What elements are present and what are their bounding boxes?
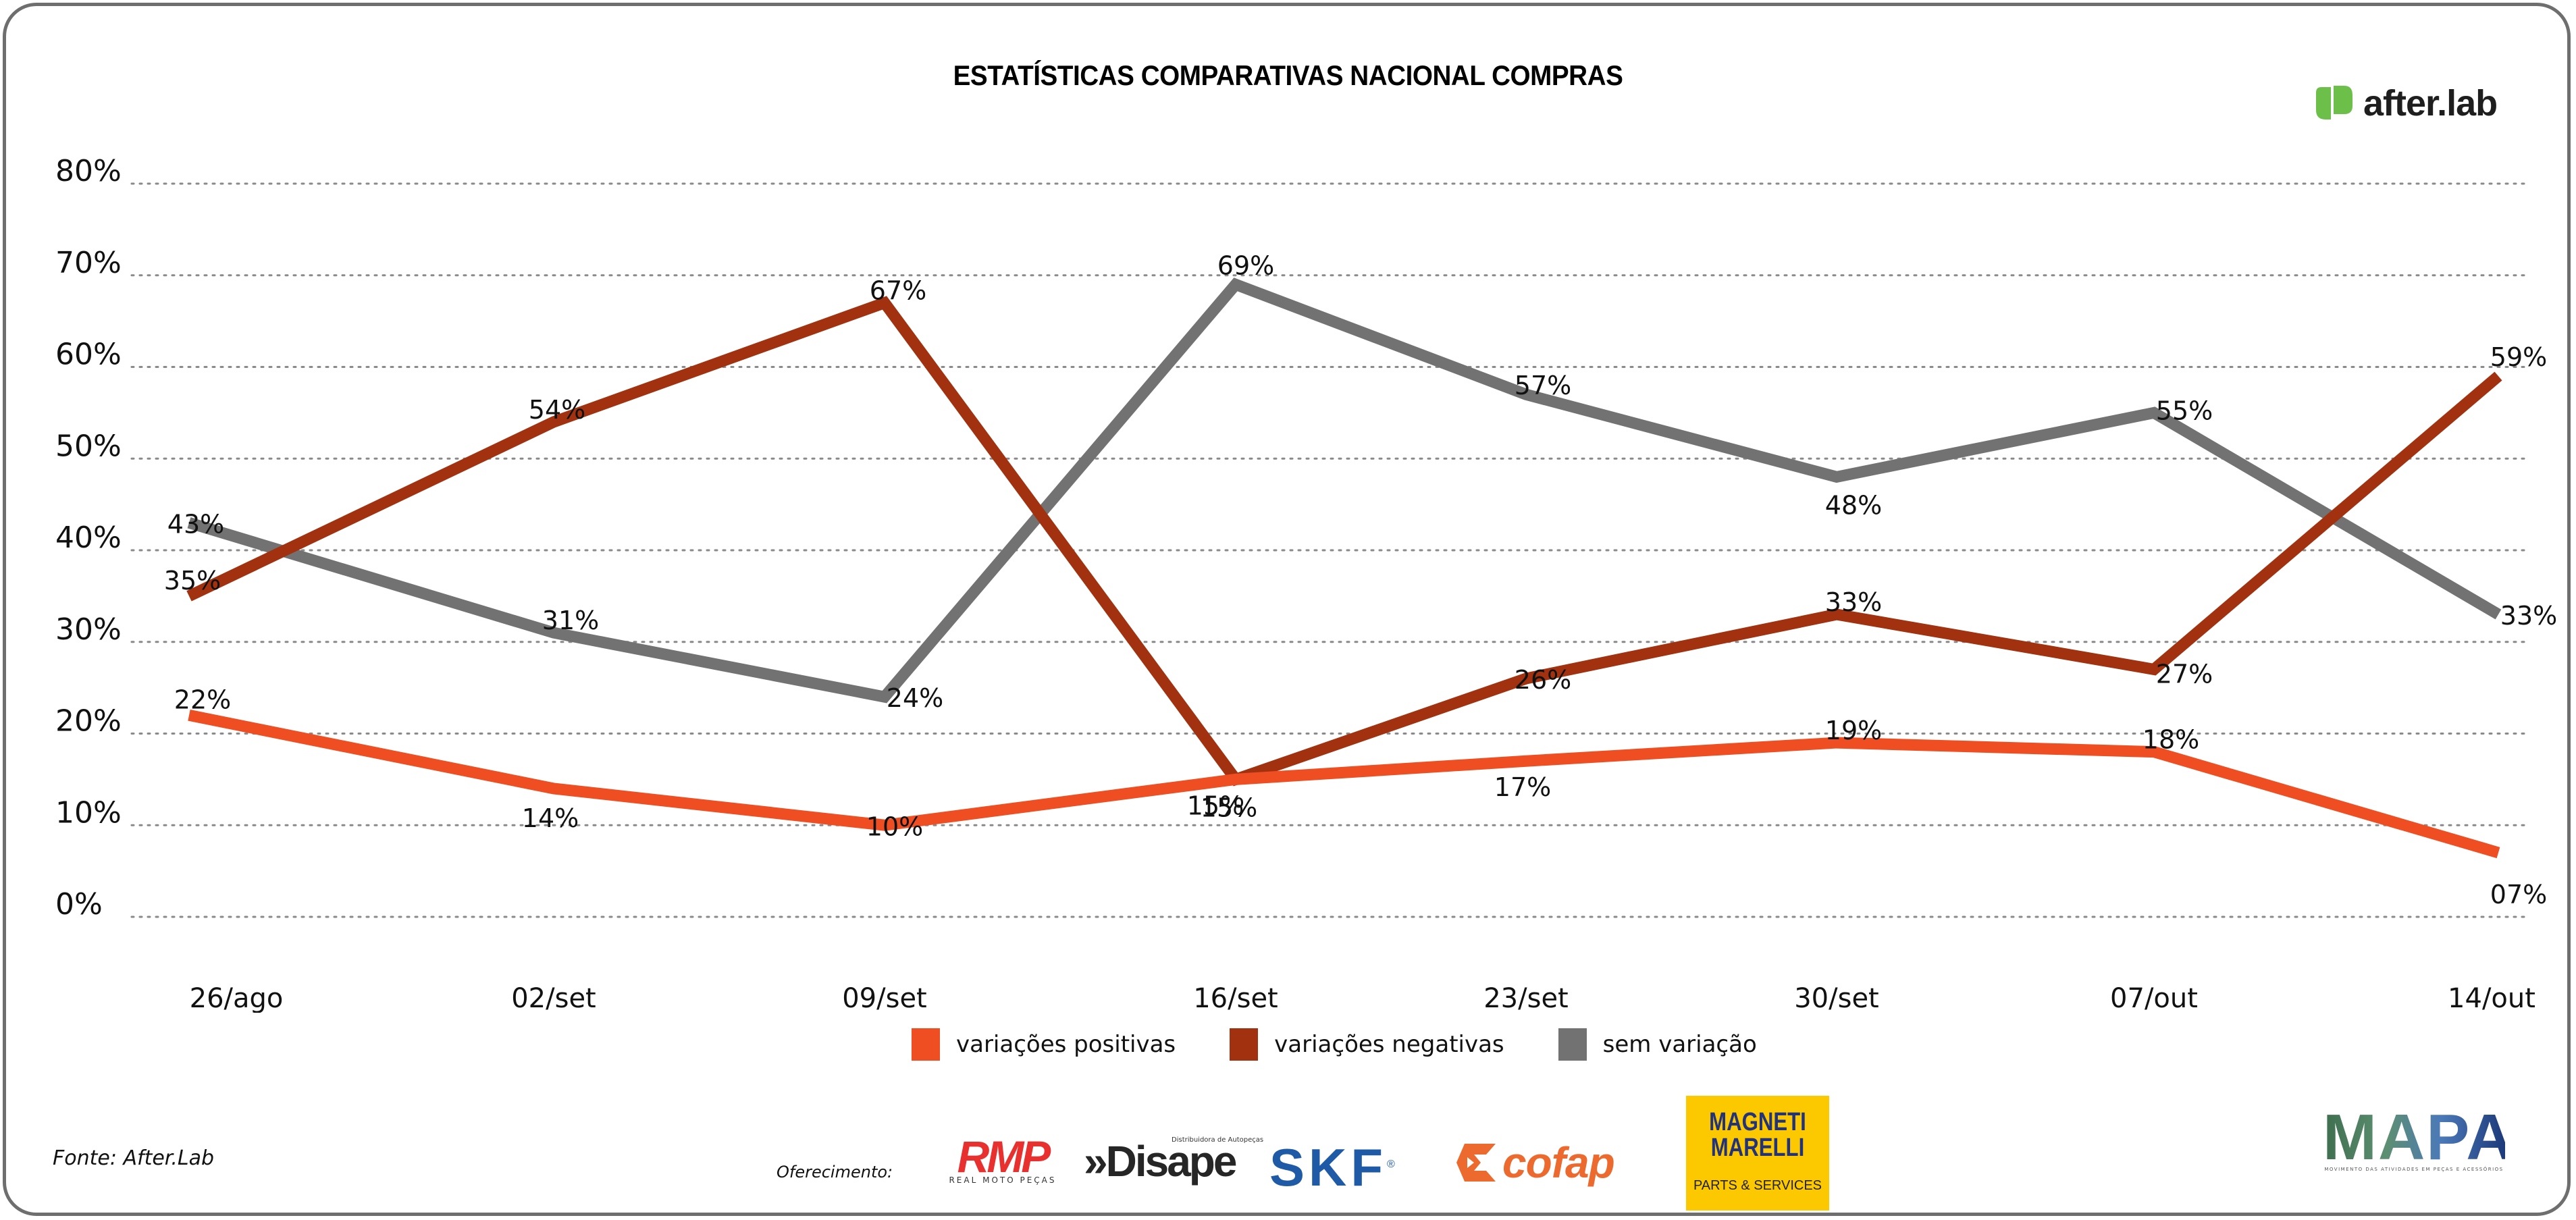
grid-lines — [130, 182, 2527, 918]
legend-swatch-neutral — [1558, 1028, 1587, 1061]
x-axis-ticks: 26/ago 02/set 09/set 16/set 23/set 30/set 07/o… — [190, 983, 2535, 1013]
magneti-tagline: PARTS & SERVICES — [1693, 1178, 1822, 1193]
sponsor-rmp-logo: RMP REAL MOTO PEÇAS — [942, 1132, 1063, 1185]
series-lines — [186, 277, 2502, 859]
data-label: 10% — [866, 812, 923, 841]
disape-wordmark: »Disape — [1084, 1137, 1237, 1186]
afterlab-leaf-icon — [2316, 86, 2352, 120]
data-label: 54% — [529, 395, 585, 425]
legend-swatch-negative — [1230, 1028, 1259, 1061]
source-note: Fonte: After.Lab — [53, 1146, 215, 1170]
legend-item-neutral: sem variação — [1558, 1028, 1757, 1061]
series-line-2 — [187, 277, 2502, 704]
data-label: 19% — [1825, 716, 1882, 745]
x-tick-label: 02/set — [511, 983, 596, 1013]
chart-frame — [3, 3, 2571, 1216]
magneti-line2: MARELLI — [1710, 1134, 1805, 1162]
rmp-tagline: REAL MOTO PEÇAS — [949, 1175, 1057, 1185]
data-label: 27% — [2156, 659, 2213, 689]
data-label: 33% — [1825, 587, 1882, 617]
data-label: 17% — [1494, 772, 1551, 802]
x-tick-label: 23/set — [1483, 983, 1569, 1013]
x-tick-label: 30/set — [1794, 983, 1879, 1013]
rmp-wordmark: RMP — [957, 1132, 1051, 1182]
legend-item-positive: variações positivas — [912, 1028, 1176, 1061]
chart-title: ESTATÍSTICAS COMPARATIVAS NACIONAL COMPR… — [953, 59, 1623, 91]
sponsor-cofap-logo: cofap — [1455, 1138, 1615, 1188]
x-tick-label: 14/out — [2448, 983, 2535, 1013]
y-tick-label: 40% — [55, 521, 122, 555]
series-line-0 — [188, 710, 2500, 859]
brand-name: after.lab — [2363, 83, 2498, 124]
y-tick-label: 10% — [55, 795, 122, 830]
legend-swatch-positive — [912, 1028, 940, 1061]
data-label: 57% — [1515, 371, 1571, 400]
sponsor-skf-logo: SKF® — [1269, 1141, 1395, 1194]
data-label: 48% — [1825, 490, 1882, 520]
offer-label: Oferecimento: — [777, 1163, 893, 1182]
magneti-line1: MAGNETI — [1709, 1108, 1806, 1136]
y-tick-label: 80% — [55, 154, 122, 188]
y-axis-ticks: 0% 10% 20% 30% 40% 50% 60% 70% 80% — [55, 154, 122, 922]
data-label: 07% — [2490, 880, 2547, 909]
y-tick-label: 30% — [55, 612, 122, 647]
y-tick-label: 60% — [55, 338, 122, 372]
line-chart: 0% 10% 20% 30% 40% 50% 60% 70% 80% 26/ago 02/set 0… — [55, 154, 2557, 1013]
legend: variações positivas variações negativas … — [912, 1028, 1757, 1061]
x-tick-label: 07/out — [2110, 983, 2198, 1013]
legend-item-negative: variações negativas — [1230, 1028, 1504, 1061]
x-tick-label: 09/set — [842, 983, 927, 1013]
data-labels: 22% 14% 10% 15% 17% 19% 18% 07% 35% 54% 67% 15% 26% 3… — [164, 250, 2557, 909]
mapa-tagline: MOVIMENTO DAS ATIVIDADES EM PEÇAS E ACES… — [2324, 1167, 2504, 1172]
data-label: 26% — [1515, 665, 1571, 695]
cofap-wordmark: cofap — [1502, 1138, 1615, 1187]
legend-label-negative: variações negativas — [1274, 1031, 1504, 1058]
y-tick-label: 50% — [55, 429, 122, 463]
skf-wordmark: SKF — [1269, 1138, 1387, 1197]
data-label: 55% — [2156, 396, 2213, 425]
sponsor-magneti-marelli-logo: MAGNETI MARELLI PARTS & SERVICES — [1686, 1096, 1829, 1211]
cofap-chevron-icon — [1456, 1144, 1496, 1182]
registered-icon: ® — [1387, 1159, 1395, 1170]
x-tick-label: 26/ago — [190, 983, 284, 1013]
disape-tagline: Distribuidora de Autopeças — [1172, 1136, 1264, 1144]
data-label: 67% — [870, 275, 926, 305]
y-tick-label: 70% — [55, 246, 122, 280]
data-label: 33% — [2500, 601, 2557, 631]
x-tick-label: 16/set — [1193, 983, 1278, 1013]
data-label: 35% — [164, 566, 221, 595]
data-label: 15% — [1201, 793, 1257, 822]
data-label: 18% — [2143, 725, 2199, 755]
data-label: 43% — [167, 509, 224, 539]
data-label: 31% — [542, 606, 599, 635]
data-label: 24% — [887, 683, 943, 713]
y-tick-label: 0% — [55, 887, 103, 922]
legend-label-neutral: sem variação — [1602, 1031, 1757, 1058]
data-label: 22% — [174, 685, 231, 714]
mapa-logo: MAPA MOVIMENTO DAS ATIVIDADES EM PEÇAS E… — [2323, 1101, 2515, 1173]
afterlab-logo: after.lab — [2309, 82, 2498, 124]
legend-label-positive: variações positivas — [956, 1031, 1176, 1058]
y-tick-label: 20% — [55, 704, 122, 739]
data-label: 59% — [2490, 342, 2547, 372]
series-line-1 — [186, 296, 2502, 787]
data-label: 15% — [1187, 791, 1244, 820]
data-label: 14% — [522, 803, 579, 833]
data-label: 69% — [1217, 250, 1274, 280]
mapa-wordmark: MAPA — [2323, 1101, 2515, 1173]
sponsor-disape-logo: Distribuidora de Autopeças »Disape — [1084, 1136, 1263, 1186]
